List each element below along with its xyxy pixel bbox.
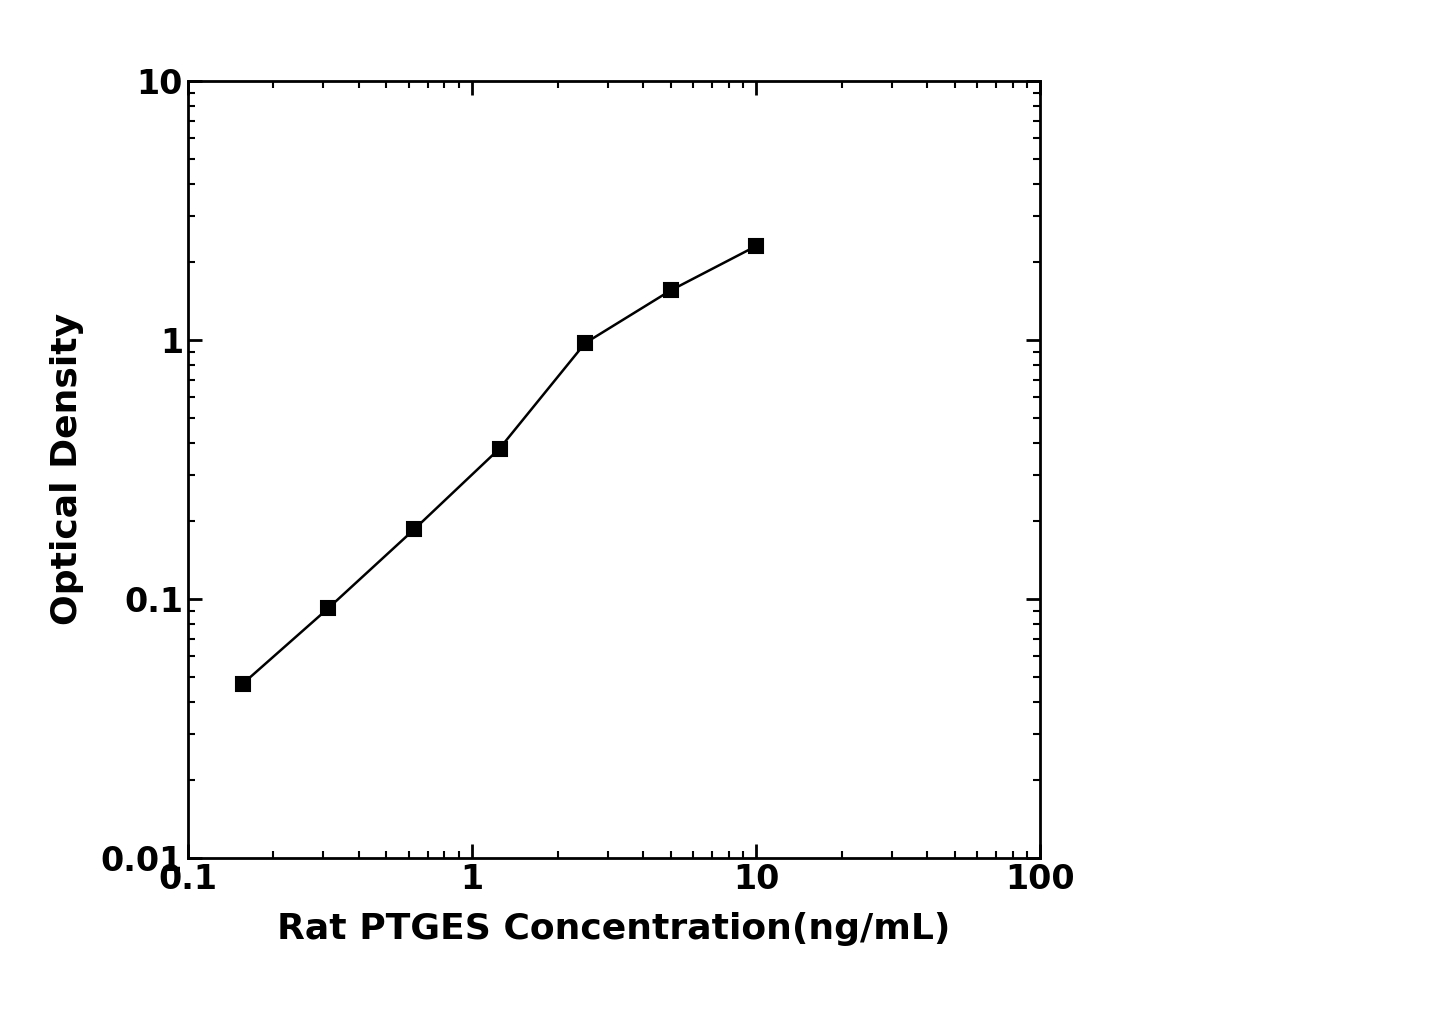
X-axis label: Rat PTGES Concentration(ng/mL): Rat PTGES Concentration(ng/mL) [277, 912, 951, 946]
Y-axis label: Optical Density: Optical Density [51, 313, 84, 626]
